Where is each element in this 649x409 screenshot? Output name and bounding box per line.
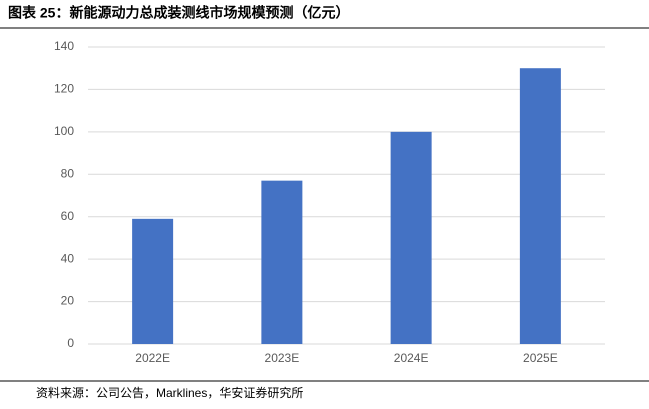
x-tick-label: 2024E [394, 351, 429, 365]
y-tick-label: 20 [61, 294, 75, 308]
bar [261, 180, 303, 344]
chart-title: 图表 25：新能源动力总成装测线市场规模预测（亿元） [8, 5, 349, 21]
y-tick-label: 60 [61, 209, 75, 223]
bar [132, 218, 174, 344]
y-tick-label: 100 [54, 124, 74, 138]
y-tick-label: 80 [61, 166, 75, 180]
bar [519, 68, 561, 344]
y-tick-label: 120 [54, 82, 74, 96]
x-tick-label: 2025E [523, 351, 558, 365]
y-tick-label: 0 [67, 336, 74, 350]
y-tick-label: 40 [61, 251, 75, 265]
y-tick-label: 140 [54, 39, 74, 53]
bar [390, 131, 432, 344]
x-tick-label: 2022E [135, 351, 170, 365]
x-tick-label: 2023E [265, 351, 300, 365]
source-note: 资料来源：公司公告，Marklines，华安证券研究所 [36, 385, 303, 400]
